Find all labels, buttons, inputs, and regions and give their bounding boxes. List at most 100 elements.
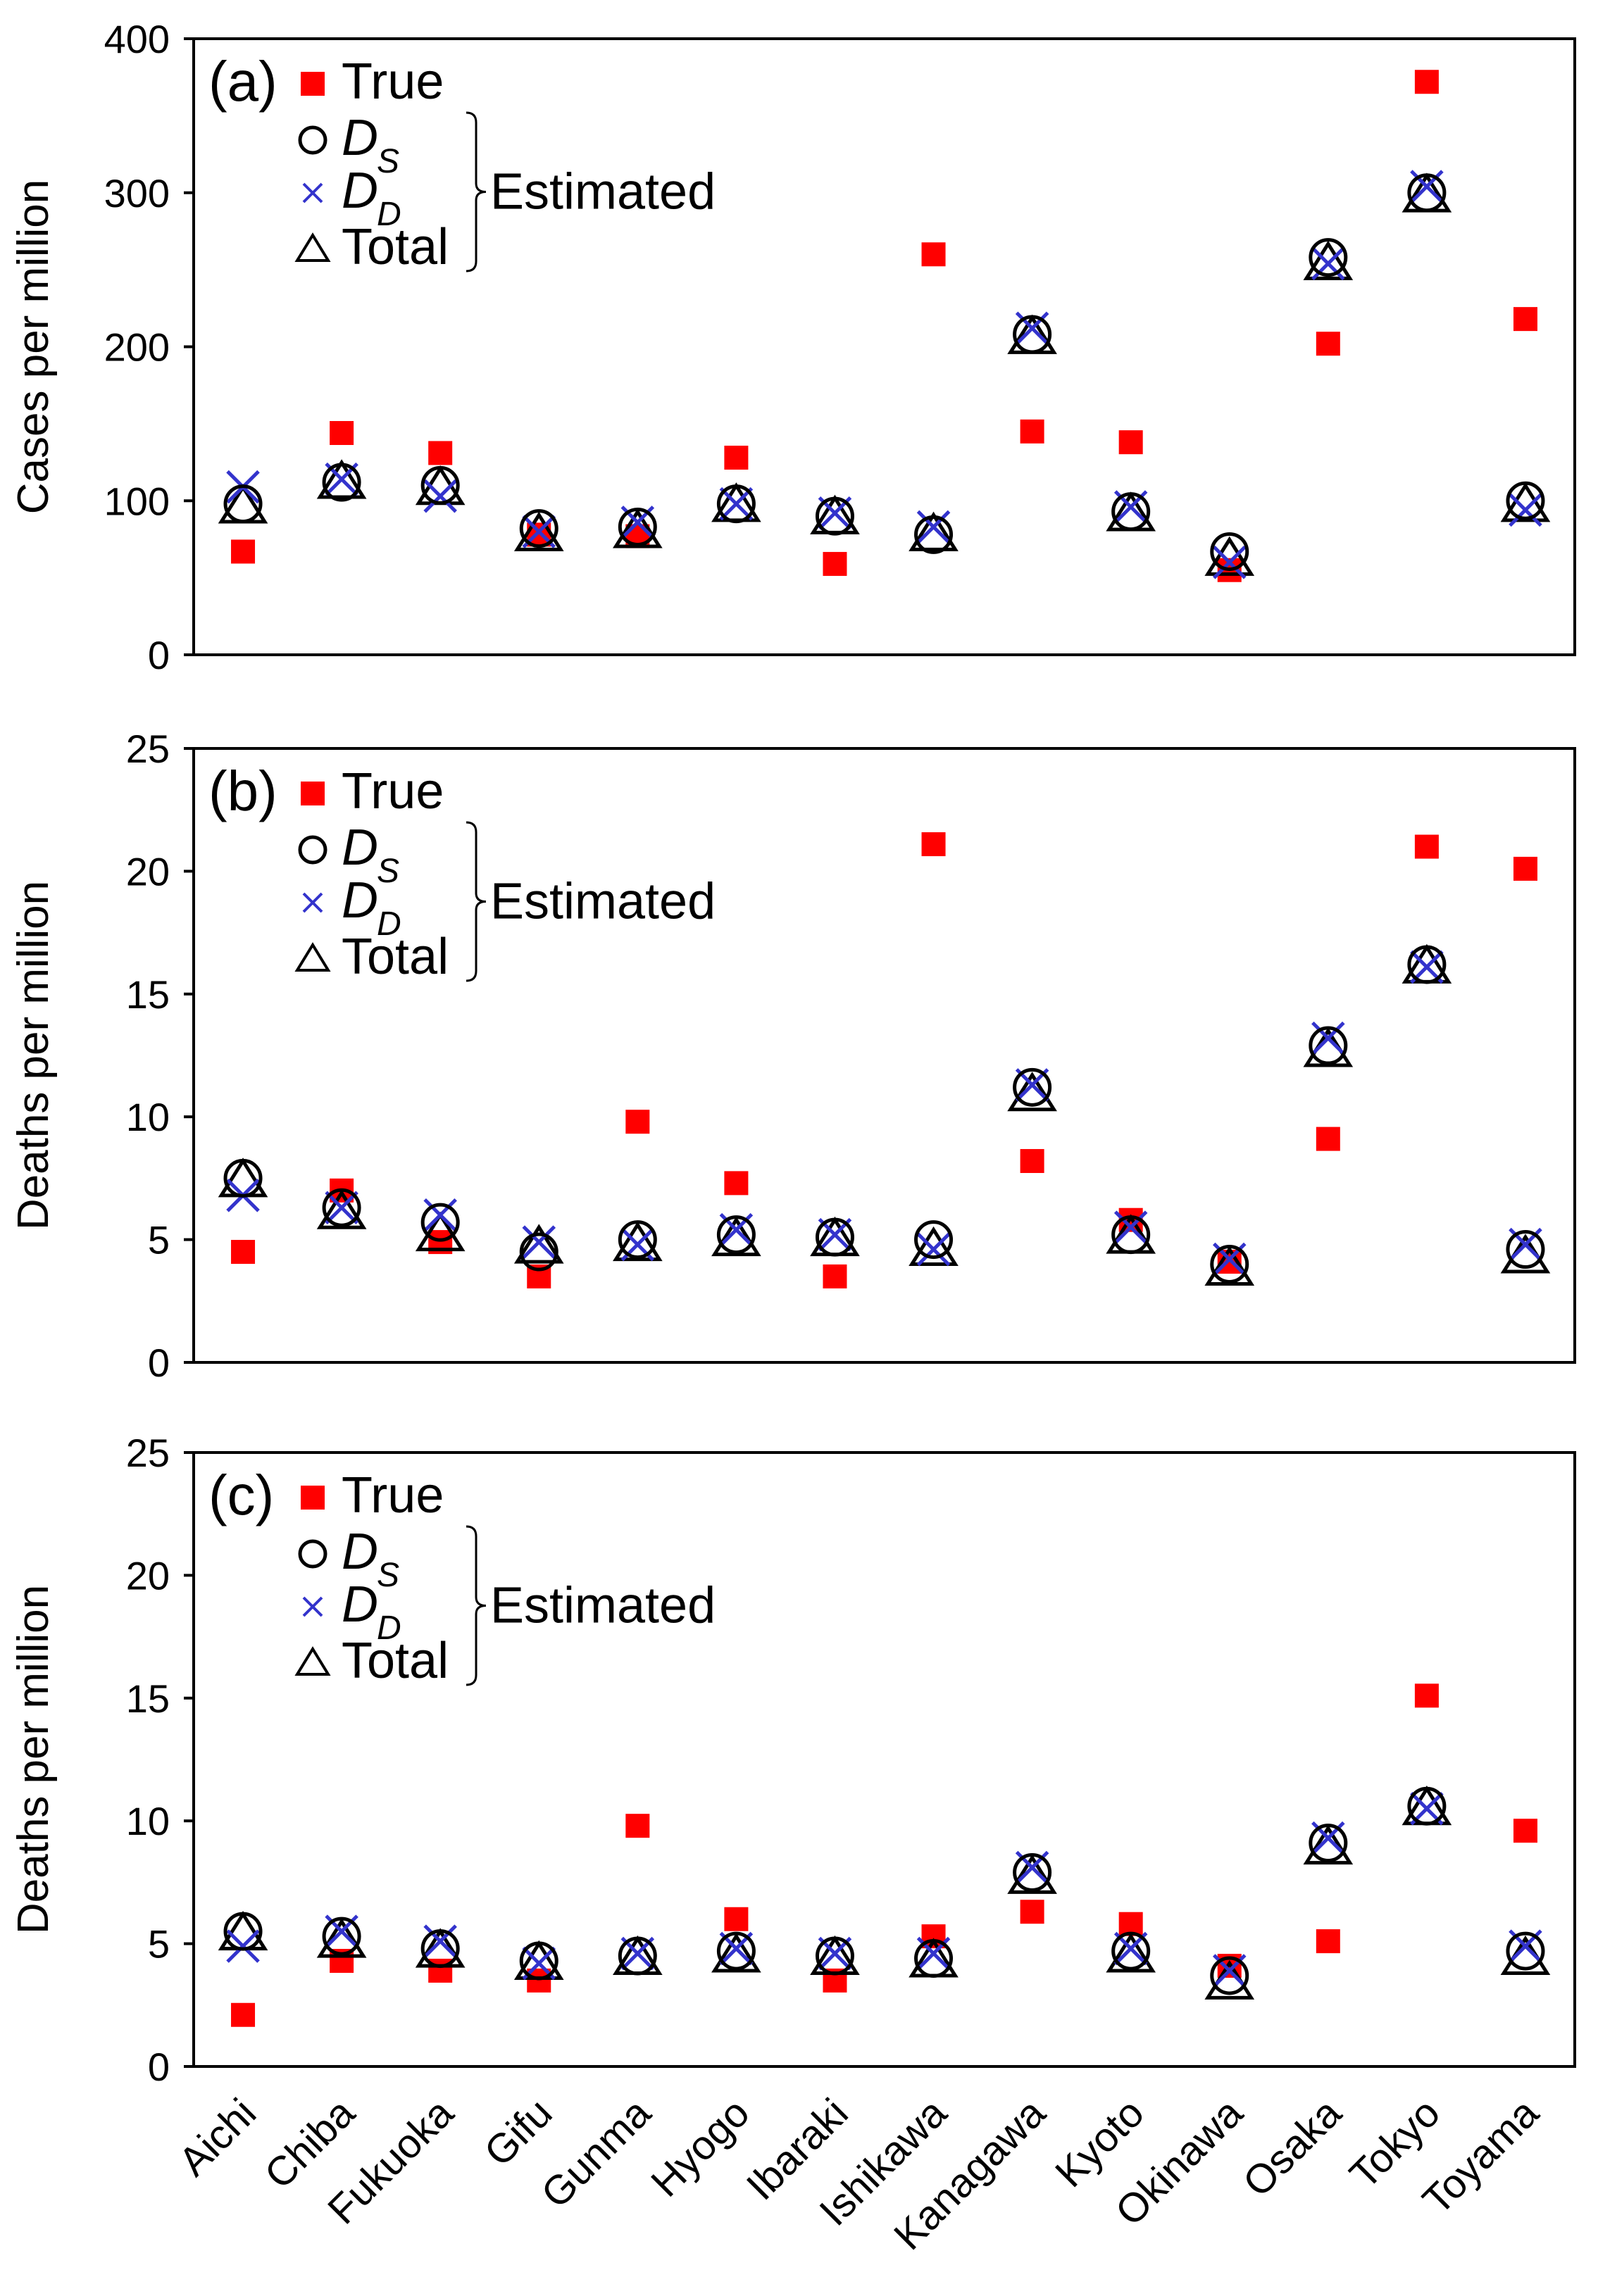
marker-ds-aichi xyxy=(223,484,263,524)
marker-true-aichi xyxy=(231,539,256,564)
y-tick-label: 100 xyxy=(104,479,170,523)
y-tick-label: 5 xyxy=(148,1922,170,1966)
y-tick-label: 0 xyxy=(148,2045,170,2089)
marker-true-ishikawa xyxy=(921,832,946,857)
marker-dd-osaka xyxy=(1311,1021,1345,1055)
legend-total-label: Total xyxy=(342,1633,449,1689)
marker-ds-fukuoka xyxy=(420,465,460,505)
marker-dd-toyama xyxy=(1509,493,1542,527)
category-label: Gifu xyxy=(475,2090,561,2175)
marker-ds-ibaraki xyxy=(815,496,854,536)
marker-true-ishikawa xyxy=(921,242,946,267)
marker-ds-osaka xyxy=(1309,238,1348,277)
marker-ds-ishikawa xyxy=(914,515,954,554)
marker-ds-kyoto xyxy=(1111,1931,1151,1971)
y-tick-label: 10 xyxy=(126,1799,170,1843)
marker-true-tokyo xyxy=(1414,70,1439,94)
legend-dd-subscript: D xyxy=(377,196,401,233)
y-tick-label: 15 xyxy=(126,972,170,1017)
marker-dd-hyogo xyxy=(719,487,754,521)
marker-total-chiba xyxy=(316,1189,367,1229)
category-label: Hyogo xyxy=(642,2090,759,2206)
marker-total-osaka xyxy=(1303,240,1354,280)
legend-brace xyxy=(466,111,487,272)
marker-total-hyogo xyxy=(711,1216,761,1257)
plot-frame xyxy=(192,37,1576,656)
marker-true-chiba xyxy=(330,421,354,445)
legend-ds-subscript: S xyxy=(377,853,399,890)
legend-dd-label: D xyxy=(342,163,378,219)
marker-true-gunma xyxy=(625,1110,650,1134)
marker-total-ishikawa xyxy=(909,1226,959,1267)
marker-true-kyoto xyxy=(1118,430,1143,455)
marker-true-ibaraki xyxy=(823,1264,847,1288)
marker-true-toyama xyxy=(1513,1819,1537,1843)
marker-true-ibaraki xyxy=(823,551,847,576)
marker-dd-osaka xyxy=(1311,246,1345,281)
legend-ds-swatch xyxy=(298,1539,327,1569)
legend-true-swatch xyxy=(301,782,325,805)
marker-dd-kyoto xyxy=(1113,1210,1148,1244)
legend-dd-swatch xyxy=(302,1596,323,1617)
y-tick-label: 25 xyxy=(126,727,170,771)
marker-ds-okinawa xyxy=(1210,1956,1249,1995)
marker-true-aichi xyxy=(231,2002,256,2027)
legend-ds-swatch xyxy=(298,835,327,865)
marker-true-gunma xyxy=(625,1814,650,1838)
marker-true-kanagawa xyxy=(1020,419,1044,444)
y-axis-title: Deaths per million xyxy=(9,1585,58,1934)
y-tick-label: 0 xyxy=(148,1341,170,1385)
marker-dd-fukuoka xyxy=(423,1924,457,1958)
marker-ds-kanagawa xyxy=(1013,315,1052,354)
marker-ds-ibaraki xyxy=(815,1217,854,1257)
legend-dd-label: D xyxy=(342,872,378,929)
marker-true-hyogo xyxy=(724,1171,749,1196)
legend-dd-subscript: D xyxy=(377,905,401,943)
category-label: Gunma xyxy=(532,2090,660,2217)
marker-total-gifu xyxy=(513,1224,564,1264)
y-tick-label: 5 xyxy=(148,1218,170,1262)
category-label: Aichi xyxy=(170,2090,265,2185)
legend-ds-subscript: S xyxy=(377,143,399,180)
marker-ds-toyama xyxy=(1506,1931,1545,1971)
marker-total-chiba xyxy=(316,459,367,499)
marker-ds-tokyo xyxy=(1407,173,1447,213)
legend-dd-subscript: D xyxy=(377,1610,401,1647)
marker-true-osaka xyxy=(1316,332,1340,356)
marker-ds-aichi xyxy=(223,1158,263,1198)
marker-total-aichi xyxy=(218,1158,268,1198)
legend-ds-label: D xyxy=(342,820,378,876)
marker-dd-fukuoka xyxy=(423,1198,457,1232)
legend-ds-label: D xyxy=(342,1524,378,1580)
legend-dd-label: D xyxy=(342,1576,378,1633)
y-tick-label: 20 xyxy=(126,849,170,893)
marker-ds-ishikawa xyxy=(914,1220,954,1260)
y-tick-label: 200 xyxy=(104,325,170,370)
y-tick-label: 0 xyxy=(148,633,170,677)
marker-true-osaka xyxy=(1316,1929,1340,1954)
y-axis-title: Deaths per million xyxy=(9,881,58,1230)
marker-dd-ishikawa xyxy=(916,510,951,544)
marker-total-gunma xyxy=(612,1221,663,1262)
marker-total-hyogo xyxy=(711,1933,761,1973)
legend-estimated-label: Estimated xyxy=(490,874,716,930)
marker-true-hyogo xyxy=(724,446,749,470)
marker-ds-okinawa xyxy=(1210,1244,1249,1284)
marker-total-kyoto xyxy=(1106,1933,1156,1973)
marker-true-tokyo xyxy=(1414,834,1439,859)
legend-estimated-label: Estimated xyxy=(490,1578,716,1634)
y-tick-label: 25 xyxy=(126,1431,170,1475)
marker-true-kanagawa xyxy=(1020,1900,1044,1924)
plot-frame xyxy=(192,1451,1576,2068)
legend-true-label: True xyxy=(342,54,444,110)
marker-true-hyogo xyxy=(724,1907,749,1931)
legend-true-swatch xyxy=(301,1486,325,1510)
y-tick-label: 15 xyxy=(126,1676,170,1721)
marker-dd-gifu xyxy=(522,1225,556,1259)
marker-ds-osaka xyxy=(1309,1824,1348,1863)
marker-dd-chiba xyxy=(325,1191,358,1225)
marker-ds-hyogo xyxy=(716,1215,756,1255)
